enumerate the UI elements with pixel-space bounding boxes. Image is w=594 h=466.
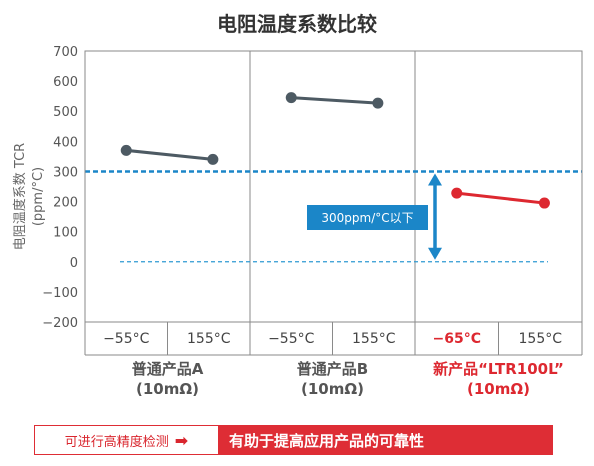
- x-tick-label: 155°C: [519, 331, 563, 347]
- annotation-box: [307, 205, 428, 230]
- annotation-arrow-head-down: [428, 247, 442, 260]
- banner-left-text: 可进行高精度检测: [64, 434, 169, 450]
- data-point: [538, 197, 550, 209]
- x-tick-label: −65°C: [433, 331, 482, 347]
- banner-left-box: 可进行高精度检测 ➡: [34, 425, 219, 455]
- x-tick-label: 155°C: [187, 331, 231, 347]
- y-tick-label: 100: [53, 226, 78, 241]
- y-tick-label: 200: [53, 196, 78, 211]
- annotation-arrow-head-up: [428, 173, 442, 186]
- arrow-right-icon: ➡: [174, 430, 189, 450]
- data-point: [207, 153, 219, 165]
- series-line: [291, 96, 378, 105]
- data-point: [120, 144, 132, 156]
- group-sublabel: (10mΩ): [467, 380, 530, 398]
- y-tick-label: −200: [42, 316, 78, 331]
- plot-frame: [84, 50, 583, 323]
- annotation-text: 300ppm/°C以下: [321, 211, 413, 225]
- y-tick-label: 400: [53, 135, 78, 150]
- tcr-comparison-chart: 电阻温度系数比较 −200 −100 0 100 200 300 400 500 600 700 电阻…: [12, 12, 583, 398]
- group-label: 普通产品A: [132, 360, 204, 378]
- series-line: [456, 191, 545, 205]
- x-tick-label: −55°C: [268, 331, 315, 347]
- conclusion-banner: 可进行高精度检测 ➡ 有助于提高应用产品的可靠性: [34, 425, 553, 455]
- group-sublabel: (10mΩ): [136, 380, 199, 398]
- y-tick-label: 600: [53, 75, 78, 90]
- group-sublabel: (10mΩ): [301, 380, 364, 398]
- banner-right-text: 有助于提高应用产品的可靠性: [229, 431, 425, 450]
- chart-title: 电阻温度系数比较: [217, 12, 377, 36]
- y-tick-label: 0: [70, 256, 78, 271]
- y-axis-unit: (ppm/°C): [31, 167, 46, 226]
- x-tick-label: −55°C: [103, 331, 150, 347]
- data-point: [285, 92, 297, 104]
- group-label: 新产品“LTR100L”: [433, 360, 564, 378]
- x-tick-label: 155°C: [352, 331, 396, 347]
- y-tick-label: 300: [53, 165, 78, 180]
- y-tick-label: 700: [53, 45, 78, 60]
- banner-right-box: 有助于提高应用产品的可靠性: [219, 425, 553, 455]
- y-tick-label: −100: [42, 286, 78, 301]
- data-point: [451, 187, 463, 199]
- data-point: [372, 97, 384, 109]
- series-line: [126, 148, 214, 161]
- group-label: 普通产品B: [297, 360, 368, 378]
- y-axis-label: 电阻温度系数 TCR: [12, 143, 28, 250]
- y-tick-label: 500: [53, 105, 78, 120]
